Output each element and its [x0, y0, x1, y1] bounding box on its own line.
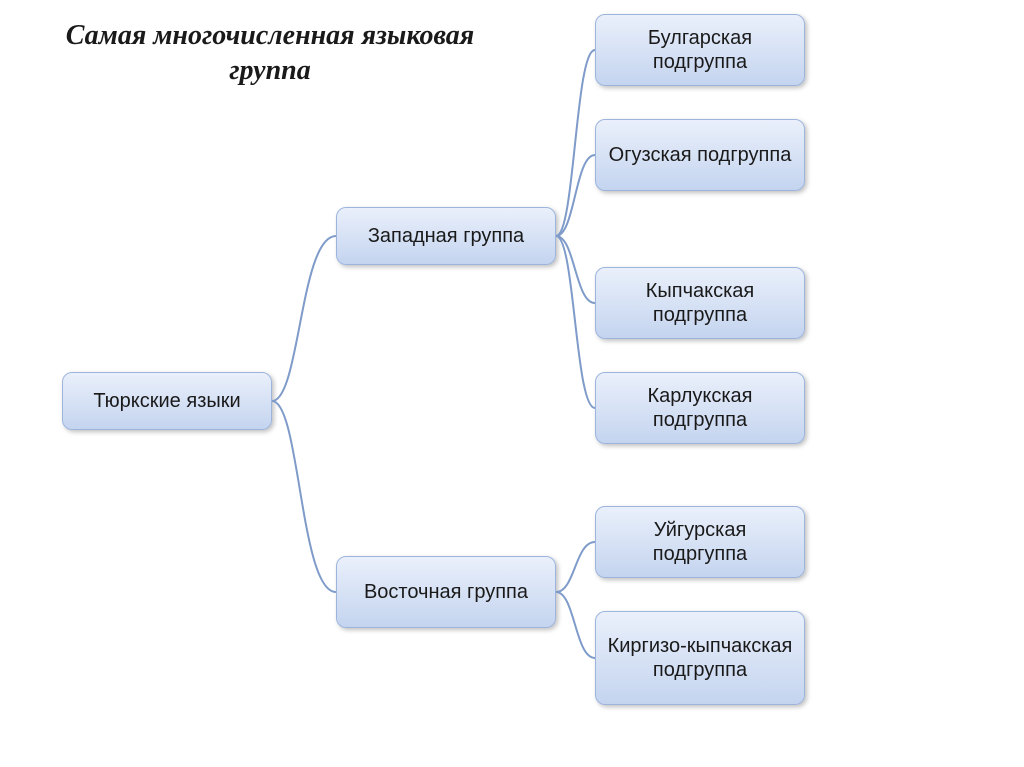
node-label: Уйгурская подргуппа	[606, 518, 794, 566]
node-kirgiz: Киргизо-кыпчакская подгруппа	[595, 611, 805, 705]
node-label: Тюркские языки	[93, 389, 240, 413]
edge-root-west	[272, 236, 336, 401]
node-east: Восточная группа	[336, 556, 556, 628]
node-label: Огузская подгруппа	[609, 143, 792, 167]
edge-east-kirgiz	[556, 592, 595, 658]
node-karluk: Карлукская подгруппа	[595, 372, 805, 444]
edge-west-oghuz	[556, 155, 595, 236]
node-root: Тюркские языки	[62, 372, 272, 430]
edge-root-east	[272, 401, 336, 592]
node-label: Кыпчакская подгруппа	[606, 279, 794, 327]
node-uyghur: Уйгурская подргуппа	[595, 506, 805, 578]
node-west: Западная группа	[336, 207, 556, 265]
edge-west-karluk	[556, 236, 595, 408]
node-label: Киргизо-кыпчакская подгруппа	[606, 634, 794, 682]
node-kypch: Кыпчакская подгруппа	[595, 267, 805, 339]
page-title: Самая многочисленная языковая группа	[60, 18, 480, 88]
node-oghuz: Огузская подгруппа	[595, 119, 805, 191]
node-label: Восточная группа	[364, 580, 528, 604]
edge-east-uyghur	[556, 542, 595, 592]
node-bulgar: Булгарская подгруппа	[595, 14, 805, 86]
edge-west-bulgar	[556, 50, 595, 236]
node-label: Карлукская подгруппа	[606, 384, 794, 432]
edge-west-kypch	[556, 236, 595, 303]
node-label: Булгарская подгруппа	[606, 26, 794, 74]
node-label: Западная группа	[368, 224, 524, 248]
